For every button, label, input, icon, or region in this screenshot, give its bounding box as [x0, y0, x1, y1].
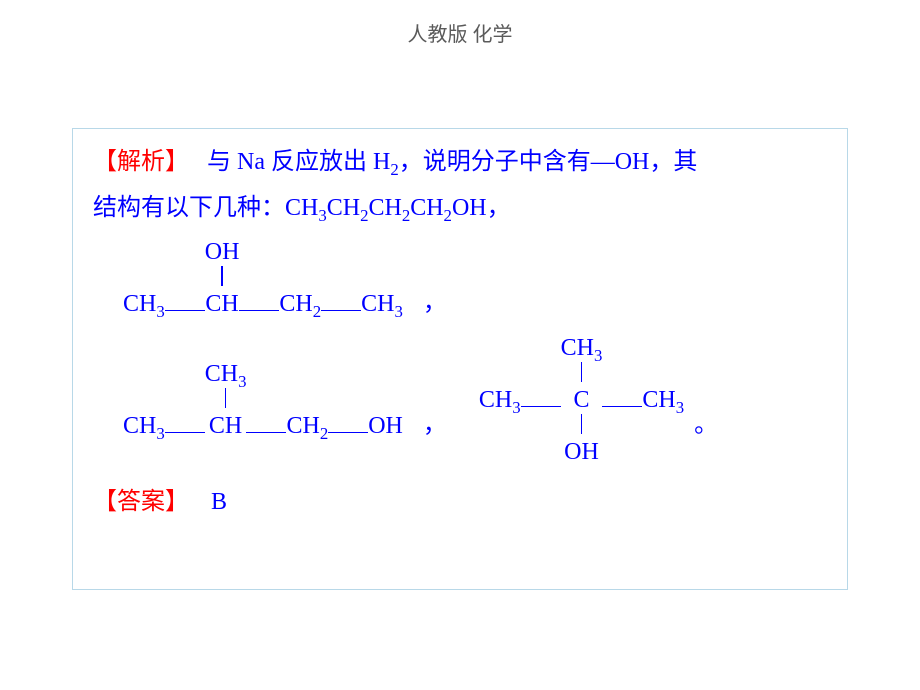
- c-atom: C: [561, 387, 603, 413]
- ch3-group: CH3: [479, 387, 521, 413]
- ch2-group: CH2: [279, 291, 321, 317]
- ch3-group: CH3: [361, 291, 403, 317]
- answer-line: 【答案】 B: [93, 481, 827, 516]
- answer-label: 【答案】: [93, 489, 189, 515]
- comma: ，: [423, 290, 447, 316]
- ch-group: CH: [205, 413, 247, 439]
- structure-4: CH3 CH3 C CH3 OH: [479, 335, 684, 465]
- vertical-bond: [225, 388, 227, 408]
- ch3-group: CH3: [642, 387, 684, 413]
- ch-group: CH: [205, 291, 240, 317]
- answer-value: B: [211, 489, 227, 515]
- vertical-bond: [581, 414, 583, 434]
- analysis-text: 【解析】 与 Na 反应放出 H2，说明分子中含有—OH，其: [93, 141, 827, 183]
- horizontal-bond: [165, 432, 205, 434]
- vertical-bond: [581, 362, 583, 382]
- ch3-group: CH3: [123, 291, 165, 317]
- ch2-group: CH2: [286, 413, 328, 439]
- formula-1: CH3CH2CH2CH2OH，: [285, 195, 511, 221]
- page-header: 人教版 化学: [0, 0, 920, 47]
- oh-group: OH: [368, 413, 403, 439]
- structure-2-table: OH CH3 CH CH2 CH3: [123, 239, 403, 317]
- ch3-group: CH3: [123, 413, 165, 439]
- horizontal-bond: [328, 432, 368, 434]
- structure-2: OH CH3 CH CH2 CH3 ，: [123, 239, 827, 317]
- horizontal-bond: [321, 310, 361, 312]
- horizontal-bond: [246, 432, 286, 434]
- content-box: 【解析】 与 Na 反应放出 H2，说明分子中含有—OH，其 结构有以下几种：C…: [72, 128, 848, 590]
- ch3-group: CH3: [561, 335, 603, 361]
- analysis-part1: 与 Na 反应放出 H2，说明分子中含有—OH，其: [207, 149, 697, 175]
- oh-group: OH: [205, 239, 240, 265]
- ch3-group: CH3: [205, 361, 247, 387]
- analysis-label: 【解析】: [93, 149, 189, 175]
- horizontal-bond: [521, 406, 561, 408]
- horizontal-bond: [602, 406, 642, 408]
- analysis-line2: 结构有以下几种：CH3CH2CH2CH2OH，: [93, 187, 827, 229]
- period: 。: [694, 412, 718, 438]
- structure-row-34: CH3 CH3 CH CH2 OH ， C: [123, 335, 827, 465]
- horizontal-bond: [239, 310, 279, 312]
- horizontal-bond: [165, 310, 205, 312]
- comma: ，: [423, 412, 447, 438]
- structure-3: CH3 CH3 CH CH2 OH: [123, 361, 403, 439]
- analysis-line2-prefix: 结构有以下几种：: [93, 195, 285, 221]
- vertical-bond: [221, 266, 223, 286]
- header-title: 人教版 化学: [408, 24, 513, 46]
- oh-group: OH: [561, 439, 603, 465]
